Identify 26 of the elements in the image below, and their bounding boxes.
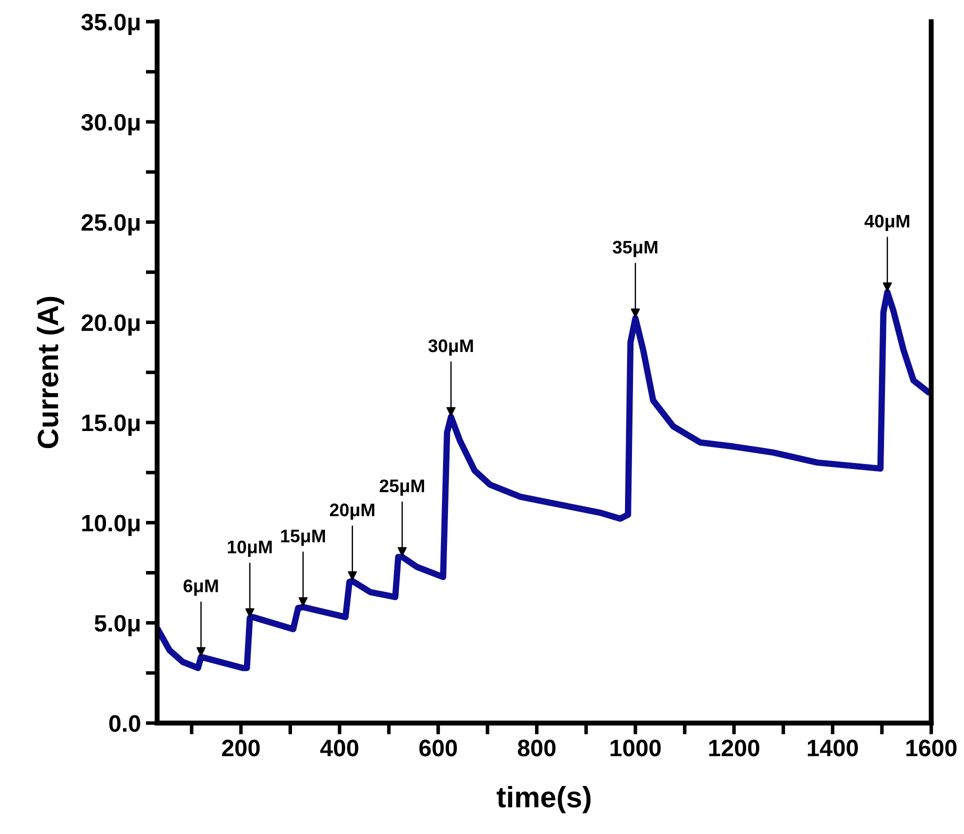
y-tick-label: 0.0 — [109, 715, 140, 732]
y-tick-label: 5.0μ — [94, 614, 140, 636]
annotation: 35μM — [612, 240, 658, 258]
y-tick-label: 15.0μ — [82, 414, 140, 436]
annotation: 30μM — [428, 339, 473, 356]
y-tick-label: 25.0μ — [82, 214, 140, 236]
annotation: 6μM — [184, 579, 218, 596]
annotation: 40μM — [864, 214, 910, 232]
annotation: 20μM — [330, 504, 374, 520]
y-tick-label: 30.0μ — [81, 114, 140, 136]
x-tick-label: 400 — [320, 740, 358, 756]
annotation: 25μM — [380, 479, 424, 496]
y-tick-label: 35.0μ — [81, 14, 140, 36]
x-tick-label: 1400 — [808, 740, 858, 756]
annotation: 15μM — [281, 530, 325, 546]
x-tick-label: 800 — [518, 740, 556, 756]
x-tick-label: 1200 — [709, 740, 760, 756]
y-tick-label: 10.0μ — [82, 514, 140, 536]
x-tick-label: 1000 — [610, 740, 661, 756]
x-axis-title: time(s) — [496, 786, 591, 814]
x-tick-label: 600 — [419, 740, 457, 756]
y-axis-title: Current (A) — [36, 296, 64, 448]
y-tick-label: 20.0μ — [82, 314, 140, 336]
annotation: 10μM — [228, 540, 272, 557]
x-tick-label: 200 — [222, 740, 260, 756]
x-tick-label: 1600 — [906, 740, 957, 756]
